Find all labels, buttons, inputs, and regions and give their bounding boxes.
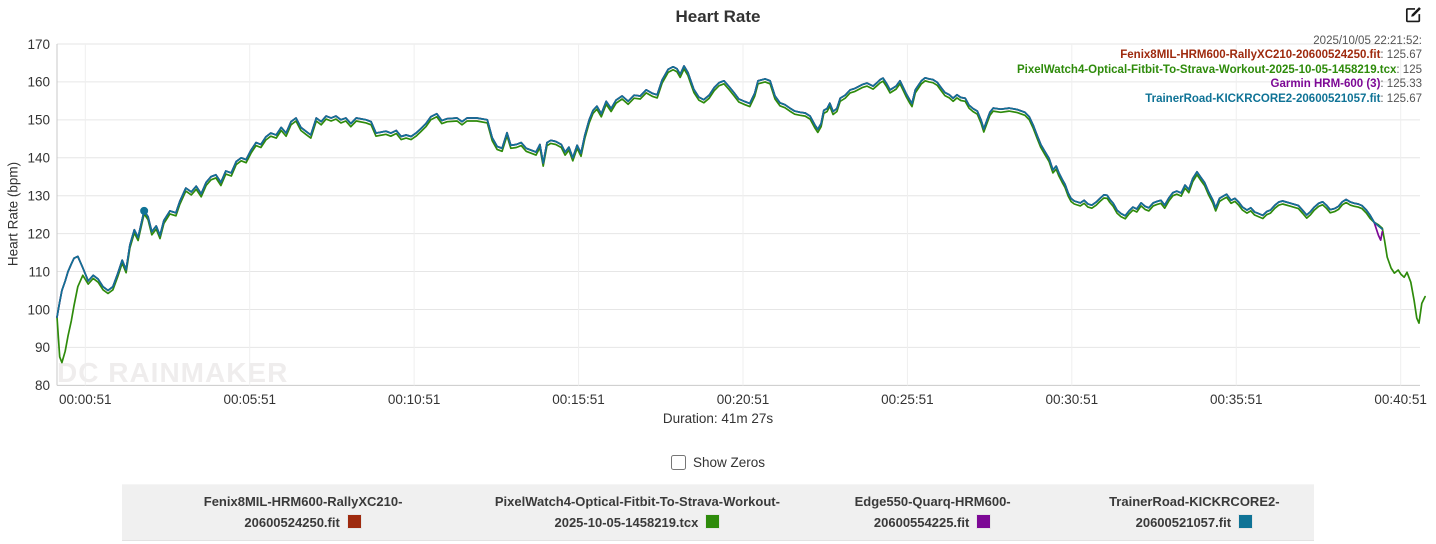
x-tick-label: 00:30:51 xyxy=(1046,392,1099,407)
tooltip-series-value: : 125.67 xyxy=(1380,49,1422,62)
legend-entry-label: PixelWatch4-Optical-Fitbit-To-Strava-Wor… xyxy=(494,494,780,510)
hover-tooltip: 2025/10/05 22:21:52: Fenix8MIL-HRM600-Ra… xyxy=(1017,34,1422,106)
tooltip-series-value: : 125 xyxy=(1396,63,1422,76)
y-tick-label: 80 xyxy=(35,378,50,393)
legend-entry[interactable]: Edge550-Quarq-HRM600- 20600554225.fit xyxy=(791,492,1075,532)
tooltip-row: Fenix8MIL-HRM600-RallyXC210-20600524250.… xyxy=(1017,48,1422,62)
legend-color-swatch-icon xyxy=(1238,513,1254,529)
x-tick-label: 00:05:51 xyxy=(223,392,276,407)
y-tick-label: 160 xyxy=(27,75,50,90)
x-tick-label: 00:15:51 xyxy=(552,392,605,407)
legend-entry[interactable]: Fenix8MIL-HRM600-RallyXC210- 20600524250.… xyxy=(122,492,484,532)
legend-color-swatch-icon xyxy=(705,513,721,529)
legend-entry-label: TrainerRoad-KICKRCORE2- xyxy=(1109,494,1280,510)
hover-marker-point xyxy=(140,206,149,215)
tooltip-series-name: Garmin HRM-600 (3) xyxy=(1270,78,1381,91)
legend-color-swatch-icon xyxy=(976,513,992,529)
legend-entry-label: 2025-10-05-1458219.tcx xyxy=(554,514,699,530)
series-line-2[interactable] xyxy=(56,68,1426,364)
series-line-4[interactable] xyxy=(56,65,1384,318)
legend-entry-label: 20600524250.fit xyxy=(244,514,340,530)
legend-entry-label: Edge550-Quarq-HRM600- xyxy=(854,494,1011,510)
x-tick-label: 00:40:51 xyxy=(1374,392,1427,407)
legend-entry[interactable]: PixelWatch4-Optical-Fitbit-To-Strava-Wor… xyxy=(484,492,790,532)
y-tick-label: 120 xyxy=(27,226,50,241)
tooltip-series-name: PixelWatch4-Optical-Fitbit-To-Strava-Wor… xyxy=(1017,63,1397,76)
y-tick-label: 150 xyxy=(27,113,50,128)
chart-plot-area[interactable]: DC RAINMAKER 80 90 100 110 120 130 140 150 160 170… xyxy=(0,0,1436,412)
show-zeros-checkbox[interactable] xyxy=(670,455,686,470)
edit-box-pencil-icon xyxy=(1405,7,1421,23)
tooltip-row: TrainerRoad-KICKRCORE2-20600521057.fit: … xyxy=(1017,92,1422,106)
tooltip-series-value: : 125.67 xyxy=(1380,92,1422,105)
x-tick-label: 00:10:51 xyxy=(388,392,441,407)
y-tick-label: 90 xyxy=(35,340,50,355)
page-title: Heart Rate xyxy=(675,7,761,26)
y-axis-title: Heart Rate (bpm) xyxy=(5,161,21,267)
series-legend: Fenix8MIL-HRM600-RallyXC210- 20600524250.… xyxy=(122,484,1314,541)
show-zeros-control[interactable]: Show Zeros xyxy=(0,455,1436,470)
legend-entry-label: 20600521057.fit xyxy=(1135,514,1232,530)
edit-export-icon[interactable] xyxy=(1404,6,1424,26)
y-tick-label: 100 xyxy=(27,302,50,317)
x-tick-label: 00:25:51 xyxy=(881,392,934,407)
tooltip-timestamp: 2025/10/05 22:21:52: xyxy=(1313,35,1422,47)
legend-entry-label: 20600554225.fit xyxy=(873,514,970,530)
tooltip-row: PixelWatch4-Optical-Fitbit-To-Strava-Wor… xyxy=(1017,63,1422,77)
tooltip-series-name: TrainerRoad-KICKRCORE2-20600521057.fit xyxy=(1145,92,1381,105)
x-axis-title: Duration: 41m 27s xyxy=(662,411,774,426)
tooltip-series-value: : 125.33 xyxy=(1380,78,1422,91)
x-tick-label: 00:35:51 xyxy=(1210,392,1263,407)
show-zeros-label: Show Zeros xyxy=(692,455,766,470)
legend-color-swatch-icon xyxy=(346,513,362,529)
y-tick-label: 110 xyxy=(28,264,50,279)
y-tick-label: 130 xyxy=(27,189,50,204)
legend-entry-label: Fenix8MIL-HRM600-RallyXC210- xyxy=(203,494,403,510)
dc-rainmaker-watermark: DC RAINMAKER xyxy=(57,357,288,388)
x-tick-label: 00:00:51 xyxy=(59,392,112,407)
tooltip-series-name: Fenix8MIL-HRM600-RallyXC210-20600524250.… xyxy=(1120,49,1381,62)
x-tick-label: 00:20:51 xyxy=(717,392,770,407)
tooltip-row: Garmin HRM-600 (3): 125.33 xyxy=(1017,77,1423,91)
legend-entry[interactable]: TrainerRoad-KICKRCORE2- 20600521057.fit xyxy=(1075,492,1314,532)
y-tick-label: 140 xyxy=(27,151,50,166)
y-tick-label: 170 xyxy=(27,37,50,52)
